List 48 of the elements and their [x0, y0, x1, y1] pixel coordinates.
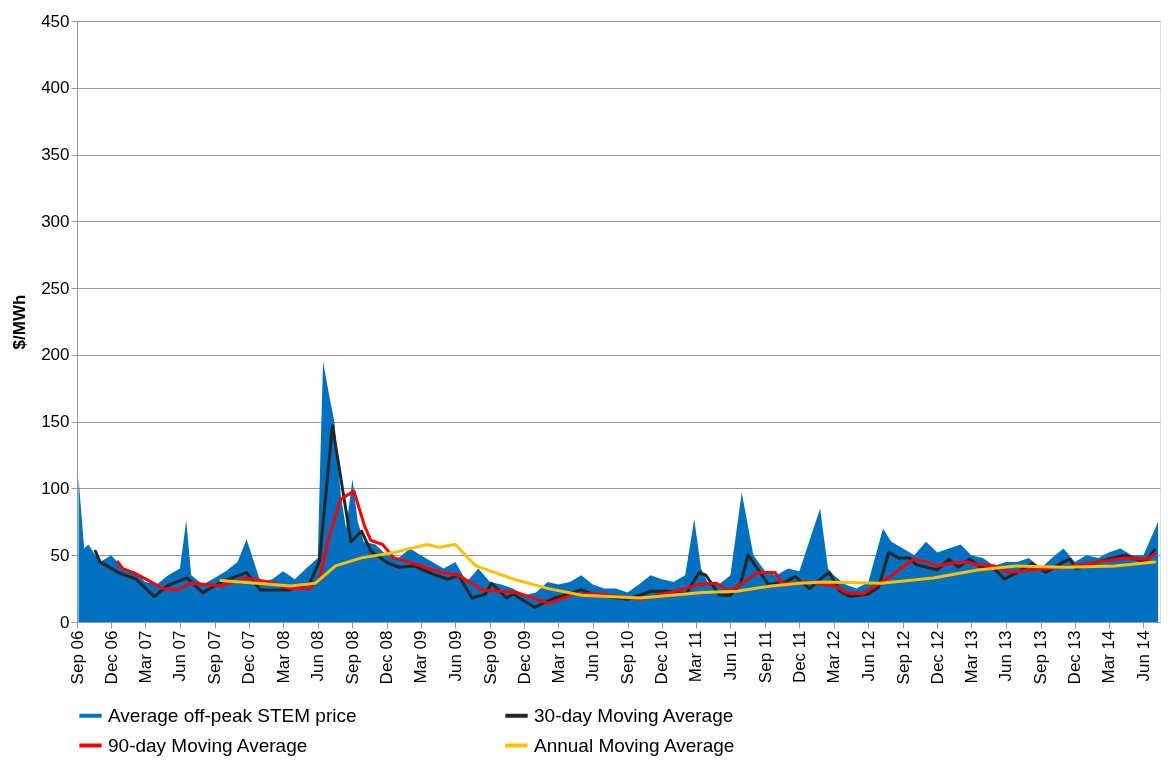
- y-tick-label: 350: [41, 145, 70, 165]
- x-tick-label: Dec 11: [789, 630, 809, 684]
- x-tick-label: Mar 13: [961, 630, 981, 684]
- y-tick-label: 400: [41, 78, 70, 98]
- x-tick-label: Sep 12: [893, 630, 913, 685]
- x-tick-label: Jun 12: [858, 630, 878, 682]
- x-tick-label: Jun 11: [720, 630, 740, 681]
- y-tick-label: 100: [41, 478, 70, 498]
- y-tick-label: 250: [41, 278, 70, 298]
- x-tick-label: Sep 13: [1031, 630, 1051, 685]
- y-tick-label: 150: [41, 412, 70, 432]
- x-tick-label: Dec 13: [1065, 630, 1085, 685]
- x-tick-label: Sep 06: [67, 630, 87, 685]
- y-tick-label: 450: [41, 11, 70, 31]
- x-tick-label: Sep 10: [618, 630, 638, 685]
- y-axis-title: $/MWh: [10, 294, 30, 350]
- y-tick-label: 50: [50, 545, 70, 565]
- x-tick-label: Mar 12: [824, 630, 844, 684]
- x-tick-label: Mar 08: [273, 630, 293, 684]
- line-series: [219, 543, 1157, 600]
- x-tick-label: Jun 13: [996, 630, 1016, 682]
- x-tick-label: Mar 07: [135, 630, 155, 684]
- x-tick-label: Dec 06: [101, 630, 121, 685]
- x-tick-label: Mar 14: [1099, 630, 1119, 684]
- x-tick-label: Sep 11: [755, 630, 775, 684]
- x-tick-label: Jun 08: [308, 630, 328, 682]
- x-tick-label: Jun 10: [583, 630, 603, 682]
- x-tick-label: Dec 12: [927, 630, 947, 685]
- x-tick-label: Sep 09: [480, 630, 500, 685]
- x-tick-label: Mar 10: [548, 630, 568, 684]
- x-tick-label: Jun 09: [445, 630, 465, 682]
- x-tick-label: Dec 09: [514, 630, 534, 685]
- x-tick-label: Dec 07: [239, 630, 259, 685]
- x-tick-label: Mar 09: [411, 630, 431, 684]
- legend-label: Average off-peak STEM price: [108, 704, 357, 726]
- legend-label: Annual Moving Average: [534, 734, 735, 756]
- x-tick-label: Dec 08: [377, 630, 397, 685]
- y-tick-label: 200: [41, 345, 70, 365]
- x-tick-label: Jun 07: [170, 630, 190, 682]
- legend-label: 90-day Moving Average: [108, 734, 308, 756]
- x-tick-label: Sep 08: [342, 630, 362, 685]
- y-tick-label: 300: [41, 211, 70, 231]
- x-tick-label: Jun 14: [1133, 630, 1153, 682]
- x-tick-label: Sep 07: [205, 630, 225, 685]
- x-tick-label: Mar 11: [686, 630, 706, 683]
- legend-label: 30-day Moving Average: [534, 704, 734, 726]
- y-tick-label: 0: [60, 612, 70, 632]
- x-tick-label: Dec 10: [652, 630, 672, 685]
